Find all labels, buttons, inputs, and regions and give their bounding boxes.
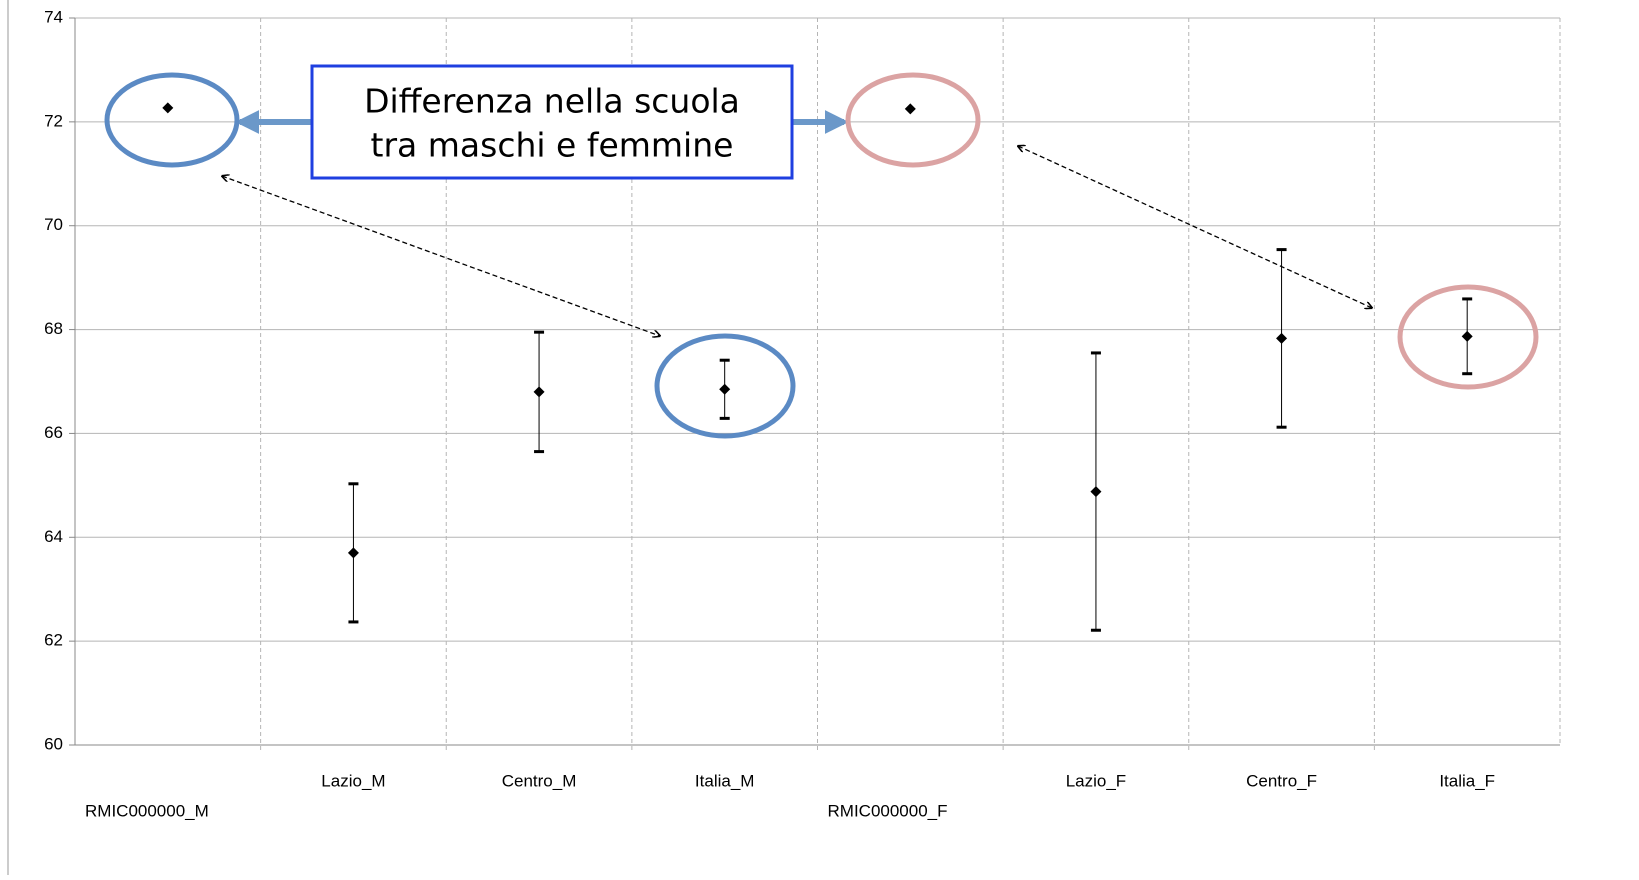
y-tick-label: 68 bbox=[44, 319, 63, 338]
x-tick-label: Centro_F bbox=[1246, 771, 1317, 790]
annotation-text: tra maschi e femmine bbox=[371, 126, 734, 165]
y-tick-label: 60 bbox=[44, 734, 63, 753]
x-tick-label: Italia_M bbox=[695, 771, 755, 790]
highlight bbox=[845, 72, 981, 168]
point bbox=[719, 383, 731, 395]
x-tick-label: Italia_F bbox=[1439, 771, 1495, 790]
point bbox=[904, 103, 916, 115]
point bbox=[162, 102, 174, 114]
x-tick-label: RMIC000000_M bbox=[85, 801, 209, 820]
annotation: Differenza nella scuola tra maschi e fem… bbox=[104, 64, 1539, 439]
point bbox=[1090, 486, 1102, 498]
dashed-arrow bbox=[1018, 146, 1372, 308]
point bbox=[1276, 332, 1288, 344]
y-tick-label: 66 bbox=[44, 423, 63, 442]
y-tick-label: 72 bbox=[44, 111, 63, 130]
y-tick-label: 70 bbox=[44, 215, 63, 234]
x-tick-label: RMIC000000_F bbox=[828, 801, 948, 820]
point bbox=[347, 547, 359, 559]
point bbox=[533, 386, 545, 398]
point bbox=[1461, 330, 1473, 342]
highlight bbox=[104, 72, 240, 168]
highlight bbox=[1397, 284, 1539, 390]
x-tick-label: Lazio_M bbox=[321, 771, 385, 790]
annotation-text: Differenza nella scuola bbox=[364, 82, 740, 121]
dashed-arrow bbox=[222, 176, 660, 336]
x-tick-label: Centro_M bbox=[502, 771, 577, 790]
y-tick-label: 64 bbox=[44, 527, 63, 546]
x-tick-label: Lazio_F bbox=[1066, 771, 1126, 790]
y-tick-label: 62 bbox=[44, 631, 63, 650]
highlight bbox=[654, 333, 796, 439]
y-tick-label: 74 bbox=[44, 7, 63, 26]
annotation-box bbox=[310, 64, 794, 180]
